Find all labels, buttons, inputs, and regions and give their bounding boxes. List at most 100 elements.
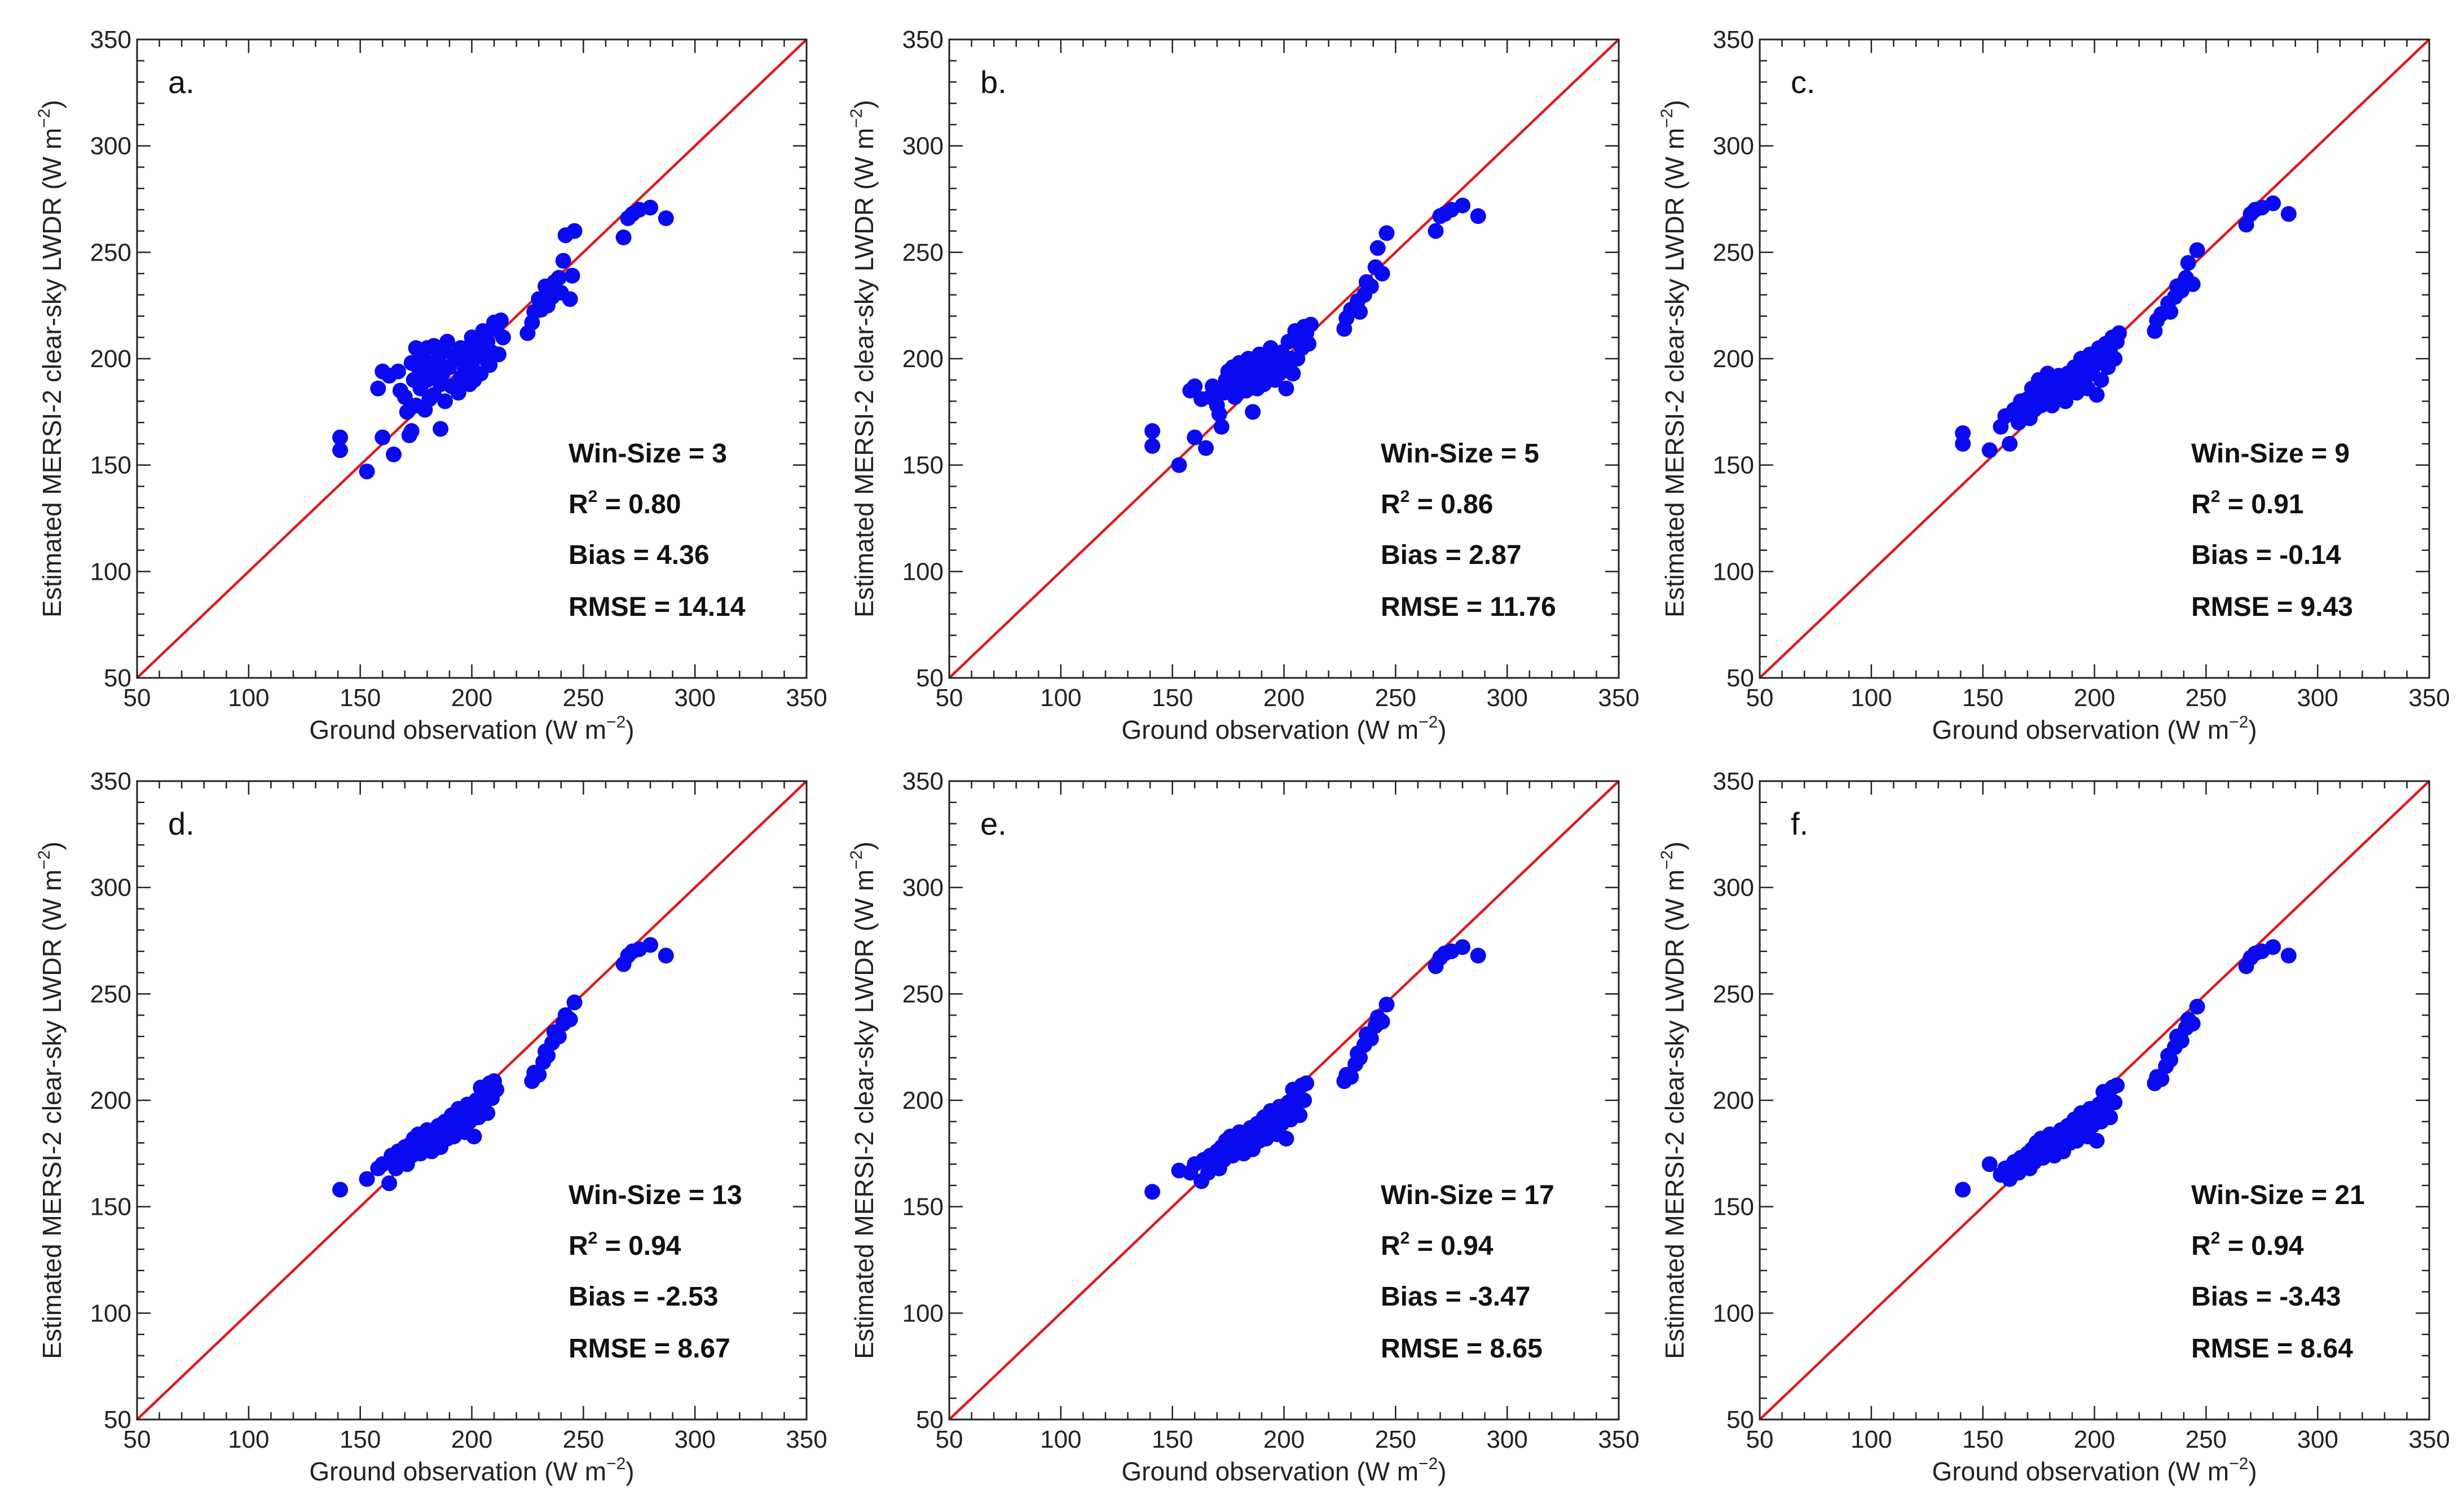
data-point <box>1352 1050 1368 1066</box>
x-tick-label: 150 <box>1152 1426 1193 1453</box>
stat-bias: Bias = 2.87 <box>1381 540 1522 570</box>
data-point <box>381 1175 398 1192</box>
data-point <box>359 463 375 479</box>
stat-r2-prefix: R <box>1381 1231 1400 1261</box>
x-tick-label: 350 <box>1598 684 1639 712</box>
data-point <box>1455 197 1471 214</box>
x-tick-label: 100 <box>1040 684 1081 712</box>
stat-r2-prefix: R <box>569 490 588 519</box>
panel-label: b. <box>980 64 1007 100</box>
x-tick-label: 250 <box>2186 684 2227 712</box>
data-point <box>397 389 413 405</box>
data-point <box>1292 1107 1308 1123</box>
stat-r2: R2 = 0.80 <box>569 487 681 519</box>
stat-bias: Bias = -3.43 <box>2191 1282 2341 1312</box>
x-tick-label: 150 <box>1962 1426 2003 1453</box>
y-tick-label: 50 <box>104 1406 131 1434</box>
data-point <box>375 429 391 446</box>
stat-r2-value: = 0.94 <box>2220 1231 2303 1261</box>
y-tick-label: 50 <box>1726 664 1754 692</box>
data-point <box>332 429 349 446</box>
y-axis-label: Estimated MERSI-2 clear-sky LWDR (W m−2) <box>35 841 67 1359</box>
data-point <box>1428 223 1444 239</box>
data-point <box>2058 393 2074 409</box>
y-tick-label: 150 <box>902 452 944 479</box>
plot-frame <box>1759 780 2430 1421</box>
data-point <box>332 1182 349 1198</box>
y-tick-label: 250 <box>90 239 131 266</box>
data-point <box>492 312 509 329</box>
data-point <box>1981 1156 1998 1172</box>
y-tick-label: 150 <box>90 1193 131 1221</box>
x-tick-label: 50 <box>124 684 151 712</box>
y-tick-label: 150 <box>902 1193 944 1221</box>
data-point <box>658 210 674 226</box>
x-tick-label: 200 <box>1263 1426 1305 1453</box>
stat-rmse: RMSE = 11.76 <box>1381 592 1556 622</box>
stat-r2-value: = 0.80 <box>597 490 681 519</box>
stat-win-size: Win-Size = 5 <box>1381 439 1539 469</box>
stat-bias: Bias = -2.53 <box>569 1282 719 1312</box>
data-point <box>1455 939 1471 955</box>
data-point <box>2093 372 2109 388</box>
y-tick-label: 100 <box>1713 558 1754 585</box>
stat-r2-value: = 0.86 <box>1409 490 1493 519</box>
data-point <box>370 380 386 396</box>
data-point <box>1955 435 1971 452</box>
data-point <box>1955 1182 1971 1198</box>
data-point <box>2109 1077 2125 1094</box>
data-point <box>1378 997 1395 1013</box>
data-point <box>2089 1132 2105 1149</box>
stat-r2: R2 = 0.86 <box>1381 487 1493 519</box>
data-point <box>1171 457 1187 473</box>
x-tick-label: 200 <box>451 1426 492 1453</box>
x-tick-label: 350 <box>786 1426 827 1453</box>
data-point <box>332 442 349 459</box>
plot-frame <box>136 780 808 1421</box>
y-tick-label: 250 <box>902 239 944 266</box>
y-tick-label: 100 <box>90 1299 131 1327</box>
y-tick-label: 200 <box>1713 1087 1754 1114</box>
stat-win-size: Win-Size = 13 <box>569 1180 742 1210</box>
data-point <box>1470 208 1486 224</box>
data-point <box>1144 1184 1161 1200</box>
data-point <box>2184 1016 2201 1032</box>
y-tick-label: 100 <box>902 558 944 585</box>
x-tick-label: 350 <box>786 684 827 712</box>
stat-r2-value: = 0.94 <box>597 1231 681 1261</box>
data-point <box>359 1171 375 1187</box>
y-tick-label: 100 <box>902 1299 944 1327</box>
x-tick-label: 250 <box>1375 684 1416 712</box>
data-point <box>2184 276 2201 292</box>
y-tick-label: 350 <box>902 26 944 54</box>
x-tick-label: 100 <box>1040 1426 1081 1453</box>
plot-frame <box>948 38 1620 679</box>
stat-win-size: Win-Size = 3 <box>569 439 727 469</box>
data-point <box>2189 242 2205 258</box>
stat-rmse: RMSE = 14.14 <box>569 592 746 622</box>
data-point <box>1187 429 1203 446</box>
plot-frame <box>948 780 1620 1421</box>
data-point <box>1144 423 1161 439</box>
y-tick-label: 350 <box>90 26 131 54</box>
stat-bias: Bias = -0.14 <box>2191 540 2341 570</box>
data-point <box>433 421 449 437</box>
stat-r2-sup: 2 <box>588 1229 598 1247</box>
data-point <box>1302 316 1319 333</box>
y-tick-label: 300 <box>1713 874 1754 902</box>
data-point <box>1144 438 1161 454</box>
data-point <box>1213 418 1230 435</box>
x-axis-label: Ground observation (W m−2) <box>1932 1454 2257 1486</box>
data-point <box>2002 435 2018 452</box>
data-point <box>550 270 567 286</box>
x-tick-label: 300 <box>2297 1426 2338 1453</box>
data-point <box>642 200 659 216</box>
data-point <box>466 1129 482 1145</box>
data-point <box>1363 1030 1379 1047</box>
y-tick-label: 250 <box>1713 239 1754 266</box>
data-point <box>1374 1013 1390 1030</box>
data-point <box>1278 380 1294 396</box>
stat-r2-value: = 0.94 <box>1409 1231 1493 1261</box>
data-point <box>566 994 583 1011</box>
stat-r2: R2 = 0.94 <box>2191 1229 2304 1261</box>
